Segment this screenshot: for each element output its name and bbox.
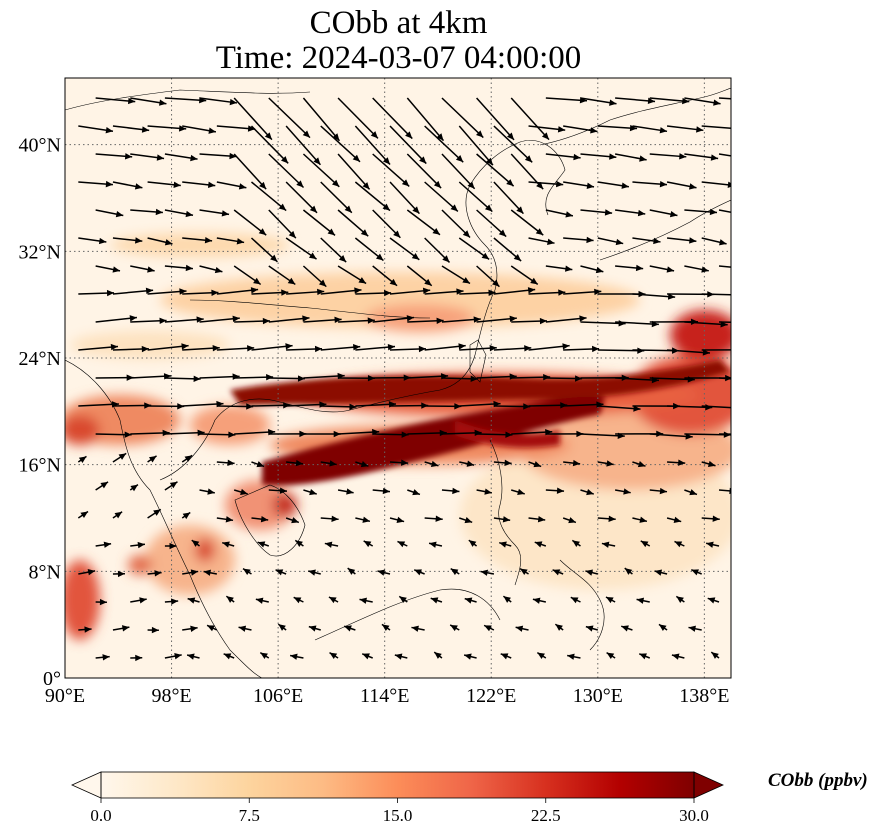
- colorbar-gradient: [101, 772, 694, 798]
- lat-tick-label: 40°N: [19, 135, 61, 157]
- colorbar-ticks: 0.0 7.5 15.0 22.5 30.0: [90, 798, 709, 825]
- lat-tick-label: 24°N: [19, 348, 61, 370]
- colorbar: 0.0 7.5 15.0 22.5 30.0: [72, 772, 723, 825]
- wind-vector-head: [740, 211, 747, 217]
- lon-tick-label: 122°E: [466, 685, 516, 707]
- colorbar-tick-label: 0.0: [90, 806, 111, 825]
- wind-vector-head: [740, 265, 747, 271]
- colorbar-tick-label: 22.5: [531, 806, 561, 825]
- wind-vector: [719, 434, 766, 435]
- wind-vector-head: [738, 405, 745, 411]
- lon-tick-label: 98°E: [151, 685, 191, 707]
- lon-tick-label: 106°E: [253, 685, 303, 707]
- lon-tick-labels: 90°E 98°E 106°E 114°E 122°E 130°E 138°E: [45, 685, 730, 707]
- colorbar-min-extend: [72, 772, 101, 798]
- wind-vector-head: [755, 377, 762, 383]
- wind-vector-head: [740, 292, 747, 298]
- colorbar-tick-label: 7.5: [239, 806, 260, 825]
- wind-vector-head: [729, 488, 736, 494]
- lat-tick-label: 0°: [43, 668, 61, 690]
- lon-tick-label: 114°E: [360, 685, 409, 707]
- lon-tick-label: 130°E: [573, 685, 623, 707]
- lat-tick-label: 8°N: [29, 561, 61, 583]
- wind-vector-head: [758, 320, 765, 326]
- wind-vector-head: [759, 431, 766, 437]
- lon-tick-label: 138°E: [679, 685, 729, 707]
- wind-vector-head: [733, 125, 740, 131]
- colorbar-tick-label: 15.0: [383, 806, 413, 825]
- lat-tick-label: 32°N: [19, 241, 61, 263]
- colorbar-tick-label: 30.0: [679, 806, 709, 825]
- wind-vector-head: [744, 155, 751, 161]
- colorbar-label: CObb (ppbv): [768, 770, 868, 792]
- map-figure: 90°E 98°E 106°E 114°E 122°E 130°E 138°E 0°8°N1…: [0, 0, 887, 836]
- lat-tick-labels: 0° 8°N 16°N 24°N 32°N 40°N: [19, 135, 61, 690]
- wind-vector-head: [753, 97, 760, 103]
- wind-vector-head: [743, 347, 750, 353]
- colorbar-max-extend: [694, 772, 723, 798]
- lat-tick-label: 16°N: [19, 455, 61, 477]
